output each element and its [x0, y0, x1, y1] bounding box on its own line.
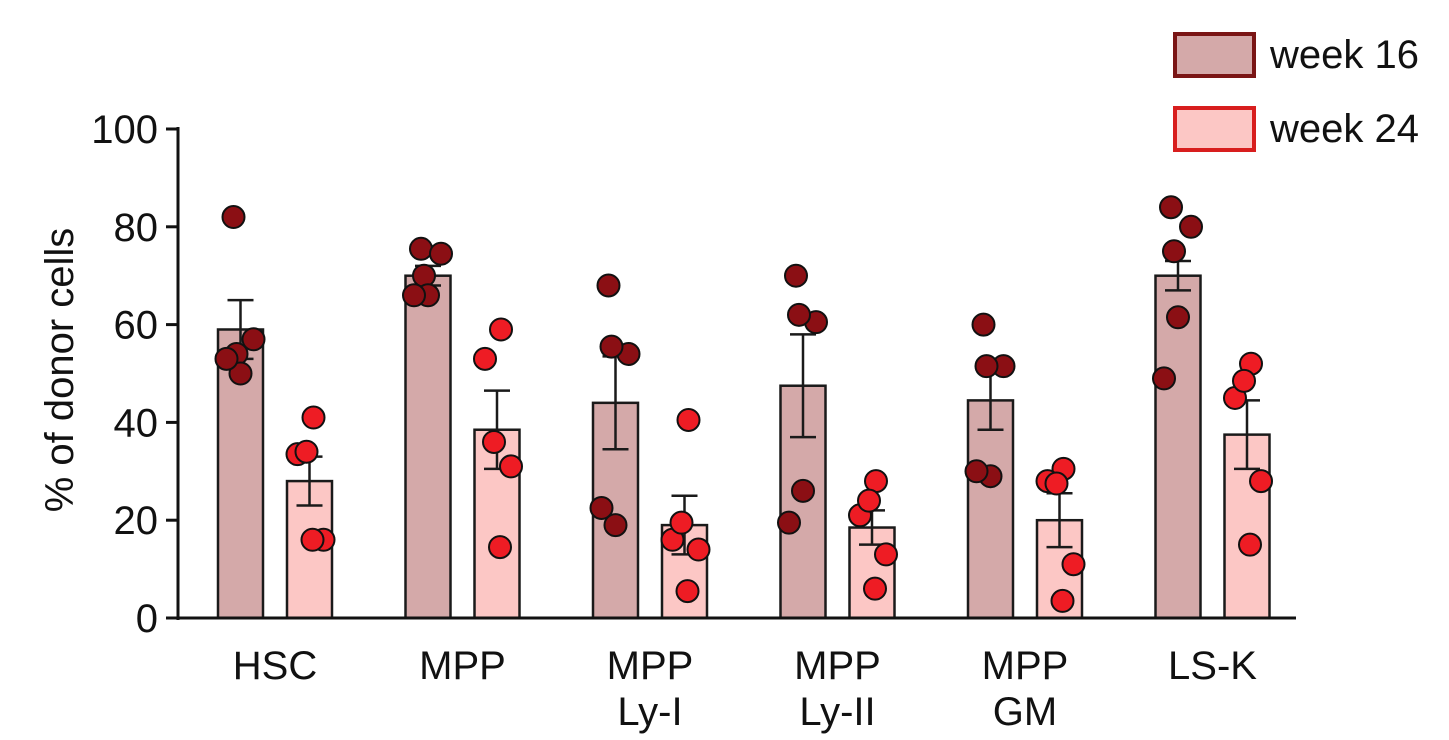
data-point: [1166, 305, 1190, 330]
legend-swatch: [1173, 106, 1256, 152]
data-point: [791, 478, 815, 503]
data-point: [599, 334, 624, 359]
legend-label: week 16: [1269, 33, 1419, 77]
x-category-label: MPP: [982, 644, 1069, 688]
y-tick-label: 40: [114, 401, 159, 445]
data-point: [874, 542, 898, 567]
x-category-label: Ly-I: [617, 690, 682, 734]
data-point: [857, 488, 881, 513]
data-point: [1162, 239, 1186, 264]
data-point: [964, 459, 989, 484]
data-point: [228, 361, 253, 386]
data-point: [482, 429, 506, 454]
data-point: [1044, 471, 1069, 496]
legend-label: week 24: [1269, 107, 1419, 151]
data-point: [294, 439, 319, 464]
data-point: [499, 454, 523, 479]
data-point: [221, 205, 246, 230]
legend-swatch: [1173, 32, 1256, 78]
data-point: [241, 327, 266, 352]
y-tick-label: 80: [114, 206, 159, 250]
data-point: [863, 576, 887, 601]
data-point: [402, 283, 426, 308]
y-tick-label: 60: [114, 304, 159, 348]
axes: [176, 127, 1296, 620]
error-bars-layer: [227, 259, 1260, 556]
x-category-label: MPP: [794, 644, 881, 688]
data-point: [1249, 469, 1273, 494]
data-point: [412, 263, 436, 288]
data-point: [589, 495, 614, 520]
data-point: [488, 535, 512, 560]
x-category-label: GM: [993, 690, 1057, 734]
data-point: [787, 302, 811, 327]
y-tick-label: 20: [114, 499, 159, 543]
y-tick-label: 0: [136, 597, 158, 641]
data-point: [429, 241, 453, 266]
data-point: [974, 354, 999, 379]
data-point: [676, 407, 701, 432]
data-point: [1061, 552, 1086, 577]
data-point: [596, 273, 621, 298]
data-point: [777, 510, 801, 535]
data-point: [1179, 214, 1203, 239]
x-category-label: MPP: [419, 644, 506, 688]
data-point: [301, 405, 326, 430]
x-category-label: LS-K: [1168, 644, 1257, 688]
x-category-label: Ly-II: [799, 690, 875, 734]
bar: [966, 399, 1015, 620]
x-category-label: HSC: [233, 644, 317, 688]
data-point: [300, 527, 325, 552]
data-point: [489, 317, 513, 342]
x-category-label: MPP: [607, 644, 694, 688]
data-point: [1232, 368, 1256, 393]
data-point: [214, 346, 239, 371]
legend: week 16 week 24: [1173, 32, 1419, 152]
data-point: [675, 579, 700, 604]
data-point: [1050, 588, 1075, 613]
data-point: [409, 236, 433, 261]
data-point: [473, 346, 497, 371]
data-point: [1152, 366, 1176, 391]
points-layer: [214, 195, 1273, 613]
data-point: [686, 537, 711, 562]
data-point: [669, 510, 694, 535]
bar: [404, 274, 452, 620]
data-point: [1238, 532, 1262, 557]
data-point: [784, 263, 808, 288]
bars-layer: [216, 274, 1271, 620]
data-point: [971, 312, 996, 337]
data-point: [603, 513, 628, 538]
y-axis-label: % of donor cells: [38, 228, 82, 513]
data-point: [1159, 195, 1183, 220]
y-ticks: 0 20 40 60 80 100: [91, 108, 178, 641]
y-tick-label: 100: [91, 108, 158, 152]
